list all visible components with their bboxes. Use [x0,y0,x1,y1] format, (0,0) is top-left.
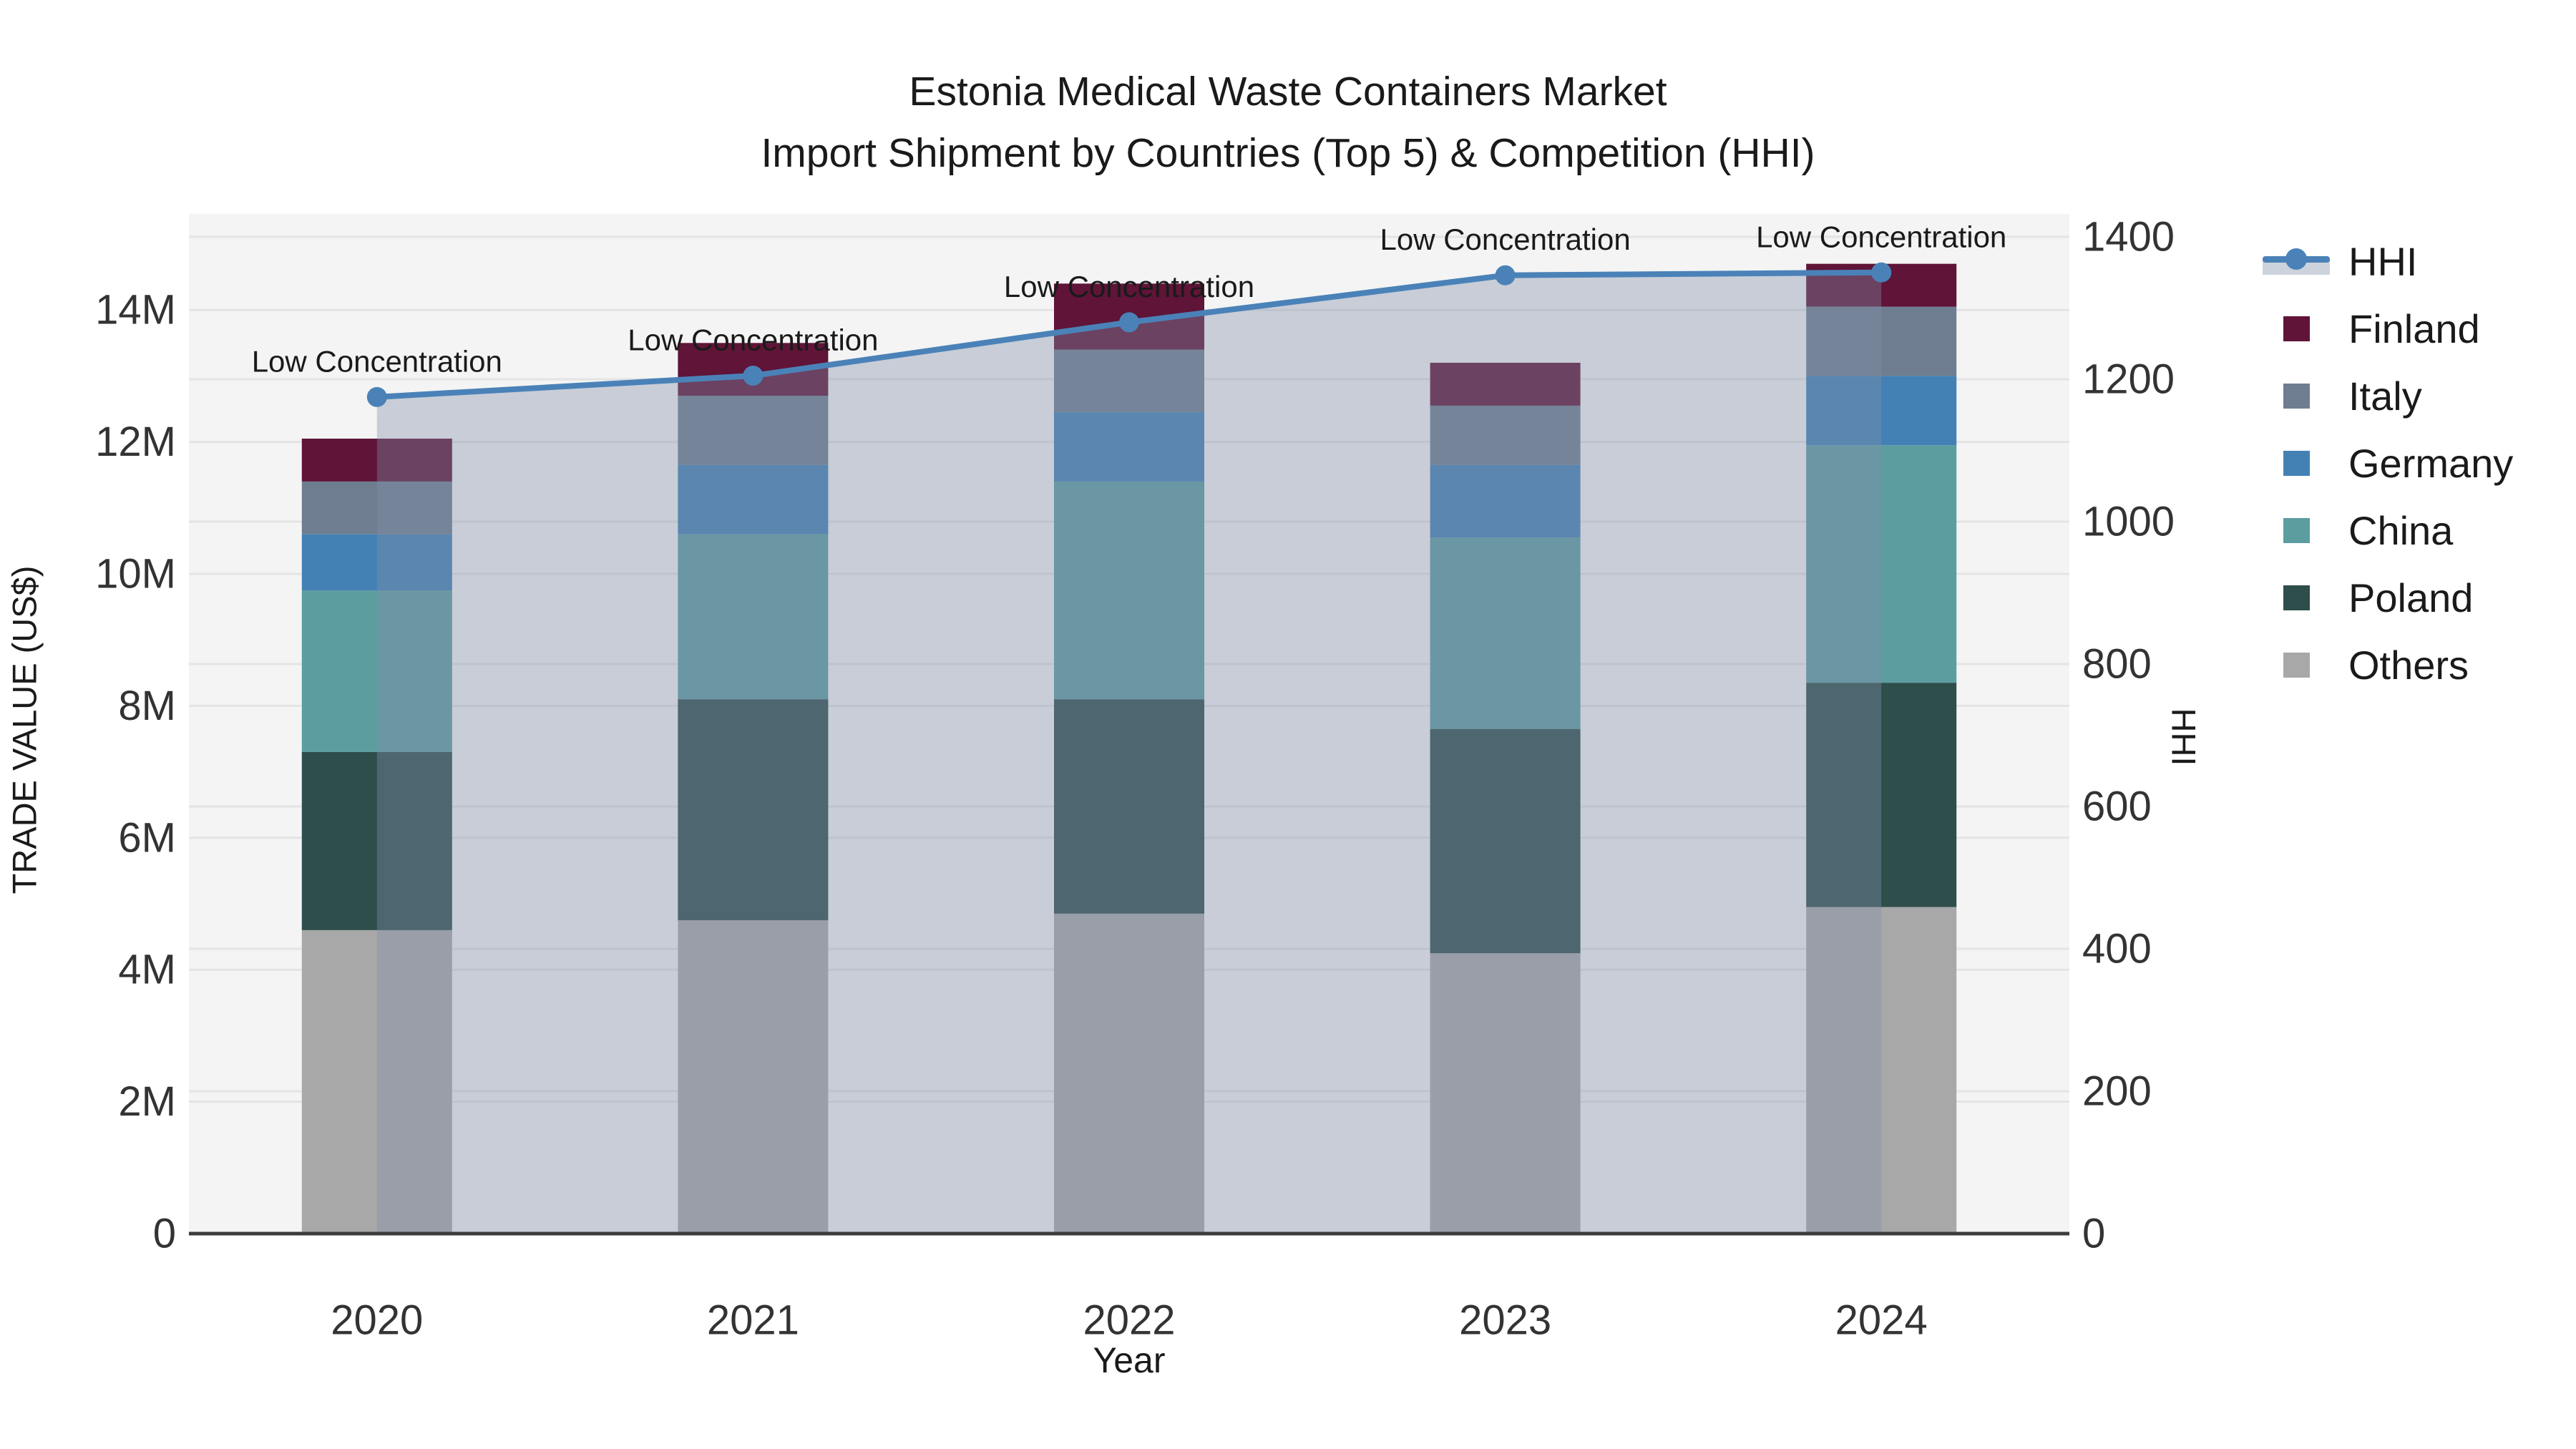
bar-segment-china-2024 [1806,445,1957,683]
x-axis-title: Year [1093,1340,1166,1380]
bar-segment-germany-2021 [678,464,829,535]
bar-segment-others-2021 [678,920,829,1234]
legend-glyph-cell [2254,517,2338,543]
legend-swatch-germany [2283,450,2310,476]
legend-glyph-cell [2254,383,2338,409]
hhi-marker-2024 [1871,262,1892,283]
bar-segment-china-2023 [1430,537,1581,729]
legend-item-hhi[interactable]: HHI [2254,228,2513,295]
bar-segment-others-2020 [301,930,452,1234]
legend-item-germany[interactable]: Germany [2254,429,2513,497]
annotation-2020: Low Concentration [252,344,502,378]
hhi-line-icon [2263,245,2330,278]
y-right-tick-label: 1000 [2082,499,2175,545]
y-left-tick-label: 0 [153,1211,176,1257]
y-right-tick-label: 0 [2082,1211,2105,1257]
y-left-tick-label: 2M [118,1078,176,1125]
hhi-marker-2023 [1495,265,1516,286]
legend-glyph-cell [2254,450,2338,476]
hhi-marker-2021 [743,366,763,386]
hhi-marker-2022 [1119,312,1139,333]
legend-glyph-cell [2254,316,2338,341]
y-axis-title-right: HHI [2165,708,2203,766]
legend-swatch-italy [2283,383,2310,409]
bar-segment-italy-2024 [1806,306,1957,376]
x-tick-label-2022: 2022 [1083,1297,1175,1344]
legend-label-others: Others [2348,642,2469,688]
bar-segment-china-2021 [678,534,829,700]
hhi-marker-2020 [366,386,387,407]
legend-item-finland[interactable]: Finland [2254,295,2513,362]
bar-segment-poland-2023 [1430,728,1581,954]
bar-segment-poland-2021 [678,699,829,921]
legend-item-italy[interactable]: Italy [2254,362,2513,429]
legend-label-italy: Italy [2348,373,2422,419]
bar-segment-germany-2020 [301,534,452,591]
bar-segment-china-2020 [301,590,452,752]
bar-segment-others-2022 [1054,913,1204,1234]
bar-segment-italy-2023 [1430,405,1581,465]
legend-swatch-finland [2283,316,2310,341]
annotation-2023: Low Concentration [1380,223,1630,256]
y-right-tick-label: 1200 [2082,356,2175,403]
legend-item-others[interactable]: Others [2254,631,2513,698]
annotation-2021: Low Concentration [628,323,878,357]
x-tick-label-2021: 2021 [707,1297,799,1344]
y-axis-title-left: TRADE VALUE (US$) [5,565,44,894]
bar-segment-italy-2020 [301,481,452,535]
y-right-tick-label: 600 [2082,784,2152,830]
bar-segment-poland-2020 [301,751,452,930]
bar-segment-finland-2020 [301,438,452,482]
y-right-tick-label: 1400 [2082,214,2175,260]
legend-item-china[interactable]: China [2254,497,2513,564]
legend-label-germany: Germany [2348,440,2514,486]
y-left-tick-label: 6M [118,814,176,861]
y-right-tick-label: 200 [2082,1068,2152,1115]
bar-segment-china-2022 [1054,481,1204,700]
legend-glyph-cell [2254,585,2338,610]
y-left-tick-label: 10M [95,551,176,597]
hhi-area-fill [376,272,1882,1234]
legend-swatch-poland [2283,585,2310,610]
y-left-tick-label: 4M [118,947,176,993]
bar-segment-others-2024 [1806,907,1957,1234]
x-tick-label-2024: 2024 [1835,1297,1928,1344]
bar-segment-germany-2023 [1430,464,1581,538]
y-right-tick-label: 400 [2082,926,2152,972]
bar-segment-germany-2022 [1054,412,1204,482]
x-tick-label-2023: 2023 [1459,1297,1551,1344]
bar-segment-others-2023 [1430,953,1581,1234]
bar-segment-poland-2024 [1806,683,1957,907]
legend-glyph-cell [2254,245,2338,278]
bar-segment-germany-2024 [1806,376,1957,446]
y-left-tick-label: 8M [118,683,176,729]
bar-segment-italy-2021 [678,396,829,465]
hhi-marker-sample [2285,248,2307,270]
y-right-tick-label: 800 [2082,641,2152,688]
legend-swatch-china [2283,517,2310,543]
chart-title: Estonia Medical Waste Containers Market [909,69,1667,114]
legend-item-poland[interactable]: Poland [2254,564,2513,631]
legend-label-finland: Finland [2348,306,2480,351]
legend-label-poland: Poland [2348,575,2474,620]
bar-segment-finland-2023 [1430,362,1581,406]
legend-glyph-cell [2254,652,2338,678]
x-tick-label-2020: 2020 [331,1297,423,1344]
y-left-tick-label: 14M [95,287,176,333]
legend-label-hhi: HHI [2348,238,2418,284]
legend-swatch-others [2283,652,2310,678]
legend-label-china: China [2348,507,2454,553]
bar-segment-poland-2022 [1054,699,1204,914]
legend: HHI Finland Italy Germany China Poland Others [2254,228,2513,698]
chart-subtitle: Import Shipment by Countries (Top 5) & C… [761,130,1815,176]
annotation-2024: Low Concentration [1756,220,2006,253]
y-left-tick-label: 12M [95,419,176,465]
bar-segment-italy-2022 [1054,349,1204,413]
annotation-2022: Low Concentration [1004,270,1254,303]
